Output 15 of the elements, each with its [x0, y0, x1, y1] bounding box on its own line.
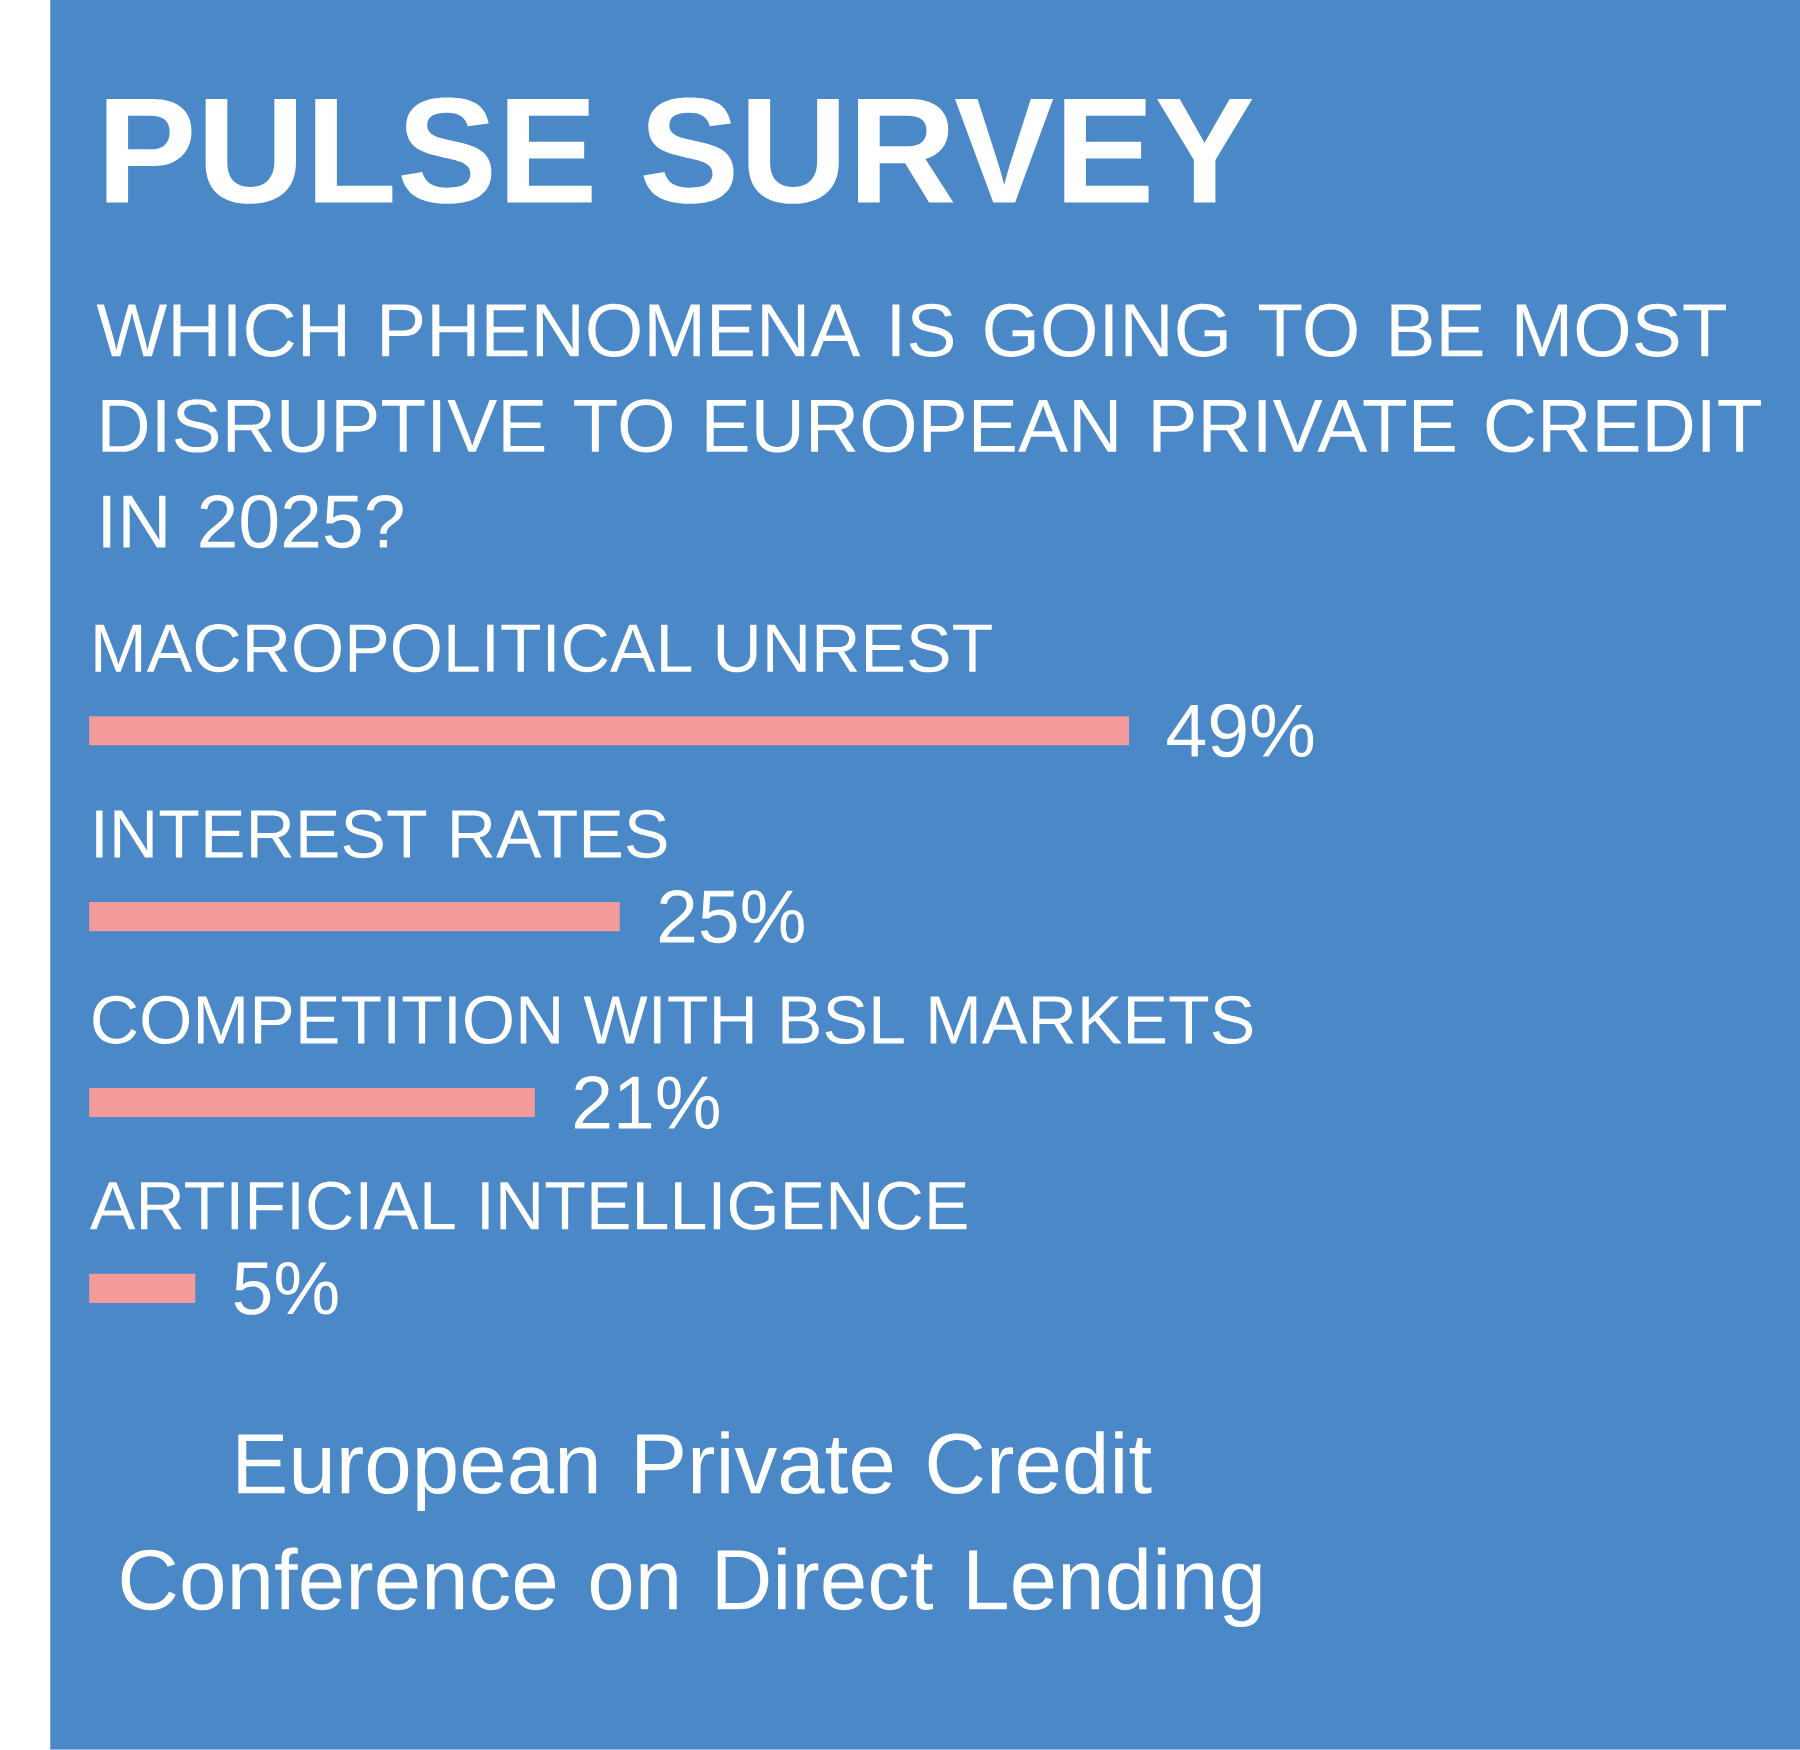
y-tick-label: COMPETITION WITH BSL MARKETS: [93, 995, 1253, 1045]
chart-subtitle: WHICH PHENOMENA IS GOING TO BE MOST DISRUPTIVE TO EUROPEAN PRIVATE CREDIT IN 2025?: [96, 303, 1761, 549]
bar: [89, 1273, 196, 1304]
bar: [89, 1088, 535, 1118]
chart-title: PULSE SURVEY: [106, 97, 1253, 204]
y-tick-label: MACROPOLITICAL UNREST: [95, 624, 992, 673]
data-label: 5%: [234, 1262, 338, 1315]
data-label: 21%: [575, 1076, 719, 1130]
text: European Private Credit Conference on Direct Lending: [121, 1431, 1261, 1628]
bar: [89, 902, 620, 932]
data-label: 25%: [659, 890, 804, 944]
data-label: 49%: [1167, 704, 1314, 758]
bar: [89, 716, 1130, 746]
y-tick-label: INTEREST RATES: [96, 809, 667, 859]
y-tick-label: ARTIFICIAL INTELLIGENCE: [89, 1181, 967, 1231]
